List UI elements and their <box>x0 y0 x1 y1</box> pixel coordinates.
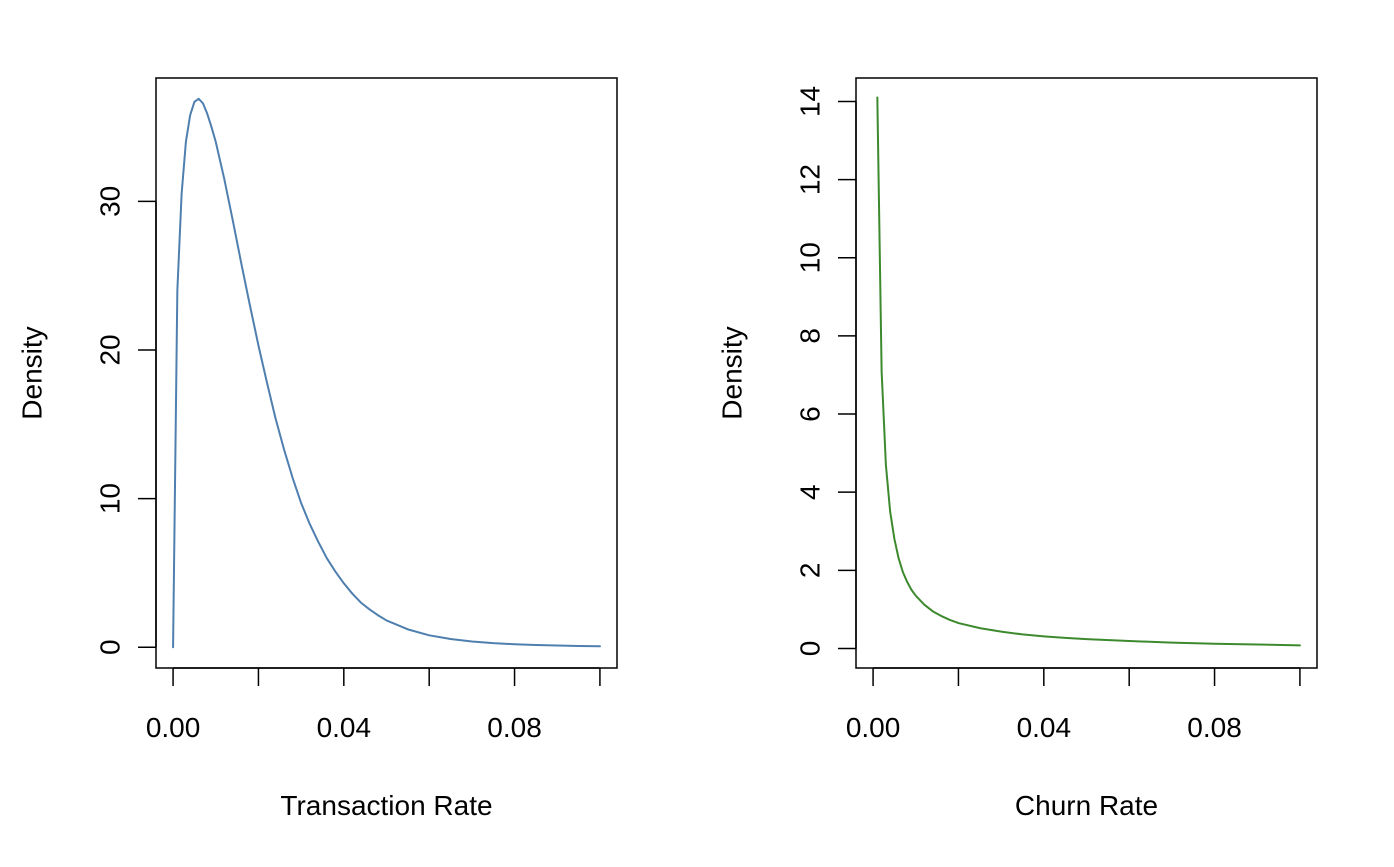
x-tick-label: 0.00 <box>146 712 201 743</box>
chart-panel-2: 0.00 0.04 0.08 0 2 4 6 8 10 12 14 Churn Rate Density <box>716 77 1318 821</box>
x-tick-label: 0.04 <box>317 712 372 743</box>
x-tick-label: 0.00 <box>846 712 901 743</box>
density-curve <box>876 96 1301 647</box>
y-axis-title: Density <box>16 326 47 419</box>
x-axis-title: Churn Rate <box>1015 790 1158 821</box>
y-tick-label: 30 <box>94 186 125 217</box>
x-tick-label: 0.08 <box>487 712 542 743</box>
x-tick-label: 0.04 <box>1017 712 1072 743</box>
plot-frame <box>155 77 618 669</box>
plot-frame <box>855 77 1318 669</box>
y-tick-label: 14 <box>794 86 825 117</box>
y-tick-label: 8 <box>794 328 825 344</box>
y-tick-label: 0 <box>794 641 825 657</box>
y-tick-label: 4 <box>794 484 825 500</box>
x-axis-title: Transaction Rate <box>280 790 492 821</box>
y-tick-label: 10 <box>794 242 825 273</box>
chart-panel-1: 0.00 0.04 0.08 0 10 20 30 Transaction Rate Densi… <box>16 77 618 821</box>
y-tick-label: 20 <box>94 334 125 365</box>
density-curve <box>172 97 601 649</box>
y-tick-label: 12 <box>794 164 825 195</box>
x-tick-label: 0.08 <box>1187 712 1242 743</box>
y-tick-label: 2 <box>794 563 825 579</box>
y-tick-label: 0 <box>94 639 125 655</box>
y-axis-title: Density <box>716 326 747 419</box>
y-tick-label: 10 <box>94 483 125 514</box>
y-tick-label: 6 <box>794 406 825 422</box>
